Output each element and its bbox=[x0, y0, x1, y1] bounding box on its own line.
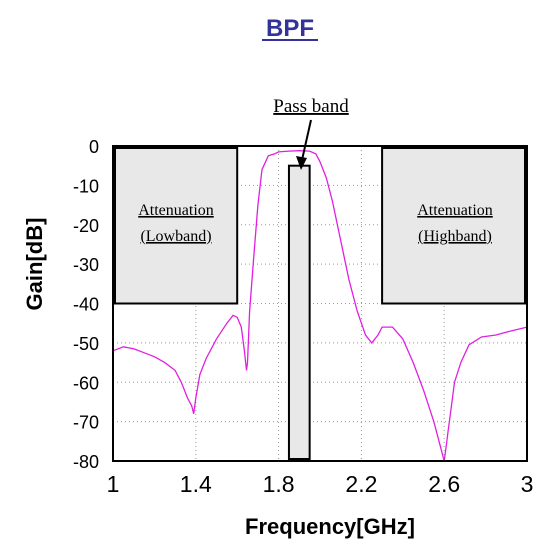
x-tick-label: 2.2 bbox=[345, 471, 377, 497]
masks bbox=[114, 147, 526, 460]
x-tick-label: 1 bbox=[107, 471, 120, 497]
pass-band-arrow-shaft bbox=[301, 119, 312, 161]
y-tick-label: -30 bbox=[73, 255, 99, 275]
x-tick-labels: 1 1.4 1.8 2.2 2.6 3 bbox=[107, 471, 534, 497]
y-tick-label: -50 bbox=[73, 334, 99, 354]
y-tick-label: -70 bbox=[73, 413, 99, 433]
high-annotation-line2: (Highband) bbox=[418, 228, 492, 245]
mask-box bbox=[114, 147, 239, 305]
y-tick-label: -80 bbox=[73, 452, 99, 472]
y-tick-labels: 0 -10 -20 -30 -40 -50 -60 -70 -80 bbox=[73, 137, 99, 472]
y-tick-label: -40 bbox=[73, 295, 99, 315]
x-tick-label: 3 bbox=[521, 471, 534, 497]
pass-band-label: Pass band bbox=[273, 96, 349, 117]
x-axis-title: Frequency[GHz] bbox=[245, 514, 415, 539]
y-tick-label: -10 bbox=[73, 176, 99, 196]
plot-frame bbox=[112, 145, 528, 462]
chart-title: BPF bbox=[266, 15, 314, 42]
y-tick-label: -60 bbox=[73, 373, 99, 393]
x-tick-label: 1.4 bbox=[180, 471, 212, 497]
low-annotation-line1: Attenuation bbox=[138, 202, 214, 219]
x-tick-label: 1.8 bbox=[263, 471, 295, 497]
x-tick-label: 2.6 bbox=[428, 471, 460, 497]
y-tick-label: 0 bbox=[89, 137, 99, 157]
low-annotation-line2: (Lowband) bbox=[140, 228, 211, 245]
mask-box bbox=[381, 147, 526, 305]
pass-band-arrow-head bbox=[296, 156, 307, 170]
high-annotation-line1: Attenuation bbox=[417, 202, 493, 219]
y-axis-title: Gain[dB] bbox=[22, 218, 47, 311]
y-tick-label: -20 bbox=[73, 216, 99, 236]
mask-box bbox=[287, 164, 311, 460]
